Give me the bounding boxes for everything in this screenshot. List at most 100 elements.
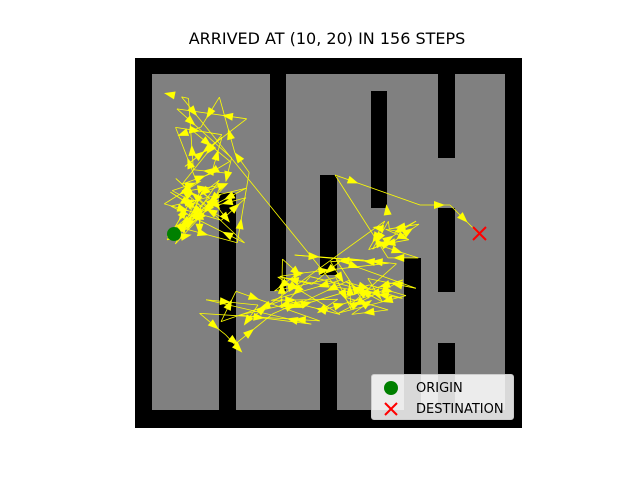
step-arrow-icon	[253, 312, 265, 321]
path-segment	[206, 299, 259, 306]
step-arrow-icon	[196, 208, 205, 220]
step-arrow-icon	[193, 151, 205, 162]
maze-wall	[320, 175, 337, 275]
legend: ORIGIN DESTINATION	[371, 374, 514, 420]
path-segment	[350, 263, 397, 306]
step-arrow-icon	[234, 152, 245, 164]
step-arrow-icon	[187, 157, 196, 170]
legend-origin: ORIGIN	[380, 378, 463, 398]
step-arrow-icon	[334, 271, 344, 283]
path-segment	[239, 300, 304, 316]
step-arrow-icon	[216, 183, 229, 191]
maze-wall	[371, 91, 387, 208]
step-arrow-icon	[207, 319, 219, 330]
step-arrow-icon	[363, 258, 375, 266]
step-arrow-icon	[196, 185, 209, 194]
step-arrow-icon	[393, 253, 405, 262]
step-arrow-icon	[187, 105, 198, 117]
step-arrow-icon	[351, 283, 362, 296]
maze-wall	[404, 258, 421, 410]
step-arrow-icon	[219, 211, 230, 223]
step-arrow-icon	[378, 280, 391, 288]
step-arrow-icon	[219, 297, 231, 306]
step-arrow-icon	[371, 258, 383, 267]
path-segment	[351, 304, 366, 315]
step-arrow-icon	[193, 175, 206, 184]
step-arrow-icon	[434, 201, 445, 209]
step-arrow-icon	[374, 236, 384, 249]
step-arrow-icon	[202, 167, 215, 176]
path-segment	[345, 281, 403, 299]
path-segment	[338, 279, 404, 314]
step-arrow-icon	[360, 289, 373, 299]
path-segment	[218, 329, 226, 335]
step-arrow-icon	[371, 288, 382, 300]
step-arrow-icon	[211, 149, 220, 162]
step-arrow-icon	[294, 315, 307, 324]
step-arrow-icon	[290, 265, 301, 276]
step-arrow-icon	[206, 208, 218, 218]
legend-origin-label: ORIGIN	[416, 380, 463, 396]
step-arrow-icon	[228, 203, 240, 214]
step-arrow-icon	[177, 128, 190, 136]
step-arrow-icon	[300, 301, 313, 309]
path-segment	[184, 118, 247, 167]
step-arrow-icon	[315, 307, 328, 315]
step-arrow-icon	[396, 231, 409, 240]
step-arrow-icon	[363, 307, 375, 316]
path-segment	[176, 108, 232, 159]
path-segment	[338, 295, 407, 314]
step-arrow-icon	[196, 228, 209, 237]
step-arrow-icon	[188, 125, 201, 134]
green-circle-icon	[384, 381, 398, 395]
step-arrow-icon	[377, 292, 390, 300]
step-arrow-icon	[360, 299, 373, 310]
path-segment	[388, 221, 390, 229]
path-segment	[236, 172, 250, 243]
step-arrow-icon	[338, 288, 347, 301]
step-arrow-icon	[391, 281, 403, 290]
step-arrow-icon	[235, 218, 244, 230]
step-arrow-icon	[259, 300, 272, 309]
step-arrow-icon	[382, 235, 394, 245]
step-arrow-icon	[243, 314, 254, 326]
step-arrow-icon	[231, 341, 243, 353]
path-segment	[220, 299, 284, 323]
step-arrow-icon	[346, 284, 355, 296]
path-segment	[277, 276, 341, 315]
step-arrow-icon	[256, 305, 268, 316]
step-arrow-icon	[223, 191, 236, 200]
path-segment	[218, 97, 236, 153]
path-segment	[239, 314, 312, 325]
path-segment	[184, 228, 238, 244]
step-arrow-icon	[221, 112, 234, 121]
step-arrow-icon	[457, 212, 468, 223]
step-arrow-icon	[247, 292, 260, 300]
step-arrow-icon	[164, 91, 176, 100]
step-arrow-icon	[332, 302, 345, 311]
step-arrow-icon	[180, 233, 192, 241]
legend-destination-label: DESTINATION	[416, 401, 504, 417]
step-arrow-icon	[227, 334, 239, 345]
maze-wall	[270, 74, 286, 291]
step-arrow-icon	[318, 267, 330, 276]
step-arrow-icon	[181, 189, 193, 200]
step-arrow-icon	[326, 282, 339, 291]
step-arrow-icon	[243, 328, 255, 339]
legend-destination: DESTINATION	[380, 399, 504, 419]
step-arrow-icon	[346, 175, 359, 184]
agent-step-arrows	[164, 91, 468, 353]
destination-marker	[472, 226, 487, 241]
step-arrow-icon	[317, 279, 330, 288]
step-arrow-icon	[203, 202, 214, 214]
maze-wall	[438, 74, 455, 158]
step-arrow-icon	[190, 204, 202, 215]
step-arrow-icon	[191, 192, 203, 203]
step-arrow-icon	[222, 231, 234, 241]
step-arrow-icon	[227, 128, 235, 141]
step-arrow-icon	[184, 115, 196, 126]
path-segment	[181, 96, 189, 99]
step-arrow-icon	[287, 280, 300, 290]
maze-wall	[320, 343, 337, 410]
step-arrow-icon	[278, 278, 290, 289]
